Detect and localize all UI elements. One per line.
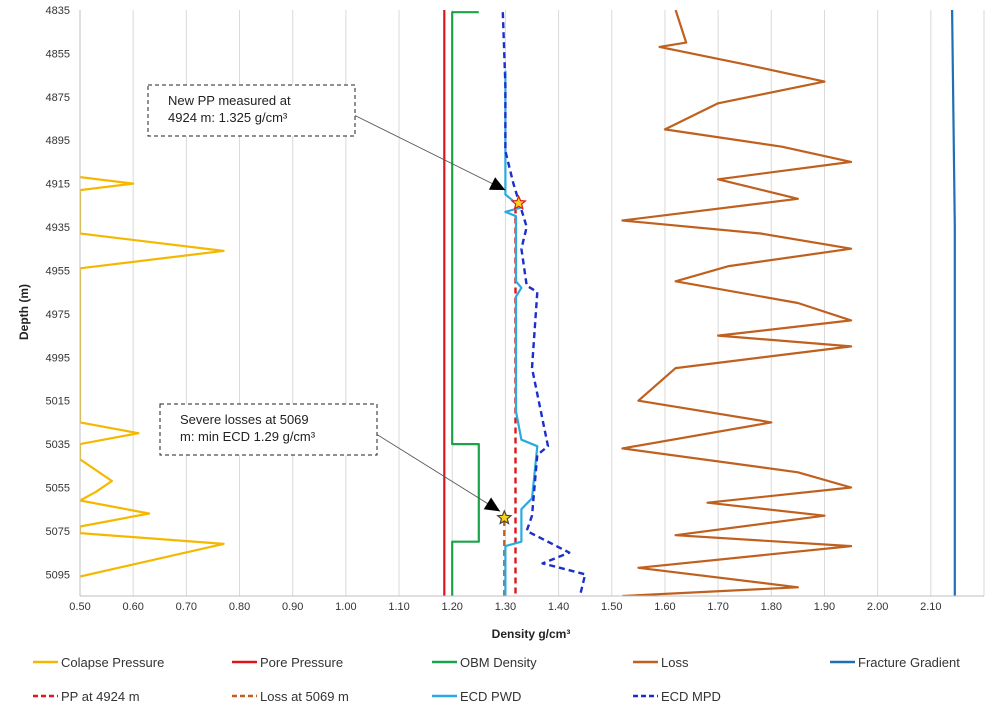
annotation-severe-losses-box [159, 403, 378, 456]
legend-label: ECD PWD [460, 689, 521, 704]
x-tick-label: 1.10 [388, 601, 409, 613]
legend-item-obm-density: OBM Density [432, 655, 537, 670]
annotation-severe-losses-line-1: Severe losses at 5069 [180, 412, 309, 427]
annotation-new-pp-line-2: 4924 m: 1.325 g/cm³ [168, 110, 288, 125]
legend-item-ecd-mpd: ECD MPD [633, 689, 721, 704]
marker-group [496, 194, 527, 525]
x-tick-label: 2.00 [867, 601, 888, 613]
y-axis-title: Depth (m) [17, 284, 31, 340]
x-tick-label: 1.30 [495, 601, 516, 613]
x-tick-label: 1.80 [761, 601, 782, 613]
legend-label: Colapse Pressure [61, 655, 164, 670]
series-fracture-gradient-line [951, 10, 956, 596]
series-obm-density-line [451, 11, 480, 596]
y-tick-label: 5075 [46, 526, 70, 538]
x-tick-label: 1.00 [335, 601, 356, 613]
annotation-group: New PP measured at 4924 m: 1.325 g/cm³ Sev… [147, 84, 506, 512]
annotation-severe-losses-line-2: m: min ECD 1.29 g/cm³ [180, 429, 316, 444]
x-axis-title: Density g/cm³ [492, 627, 571, 641]
x-tick-label: 2.10 [920, 601, 941, 613]
y-tick-label: 4935 [46, 222, 70, 234]
legend: Colapse Pressure Pore Pressure OBM Density… [33, 655, 960, 704]
annotation-severe-losses: Severe losses at 5069 m: min ECD 1.29 g/c… [159, 403, 501, 512]
legend-label: Loss at 5069 m [260, 689, 349, 704]
y-tick-label: 4955 [46, 265, 70, 277]
x-tick-label: 0.60 [122, 601, 143, 613]
y-tick-label: 4875 [46, 92, 70, 104]
legend-label: PP at 4924 m [61, 689, 140, 704]
axes-group: 0.50 0.60 0.70 0.80 0.90 1.00 1.10 1.20 1.30 1.40… [46, 5, 984, 613]
x-tick-label: 1.20 [442, 601, 463, 613]
x-tick-label: 0.90 [282, 601, 303, 613]
x-tick-label: 1.60 [654, 601, 675, 613]
annotation-severe-losses-leader [376, 434, 501, 512]
legend-item-colapse-pressure: Colapse Pressure [33, 655, 164, 670]
annotation-new-pp-arrowhead [488, 177, 506, 191]
x-tick-label: 0.80 [229, 601, 250, 613]
legend-item-loss-at-5069-m: Loss at 5069 m [232, 689, 349, 704]
annotation-new-pp-line-1: New PP measured at [168, 93, 291, 108]
x-tick-label: 1.50 [601, 601, 622, 613]
star-loss-5069-marker [496, 509, 513, 525]
legend-item-loss: Loss [633, 655, 689, 670]
y-tick-label: 5095 [46, 569, 70, 581]
x-tick-label: 0.50 [69, 601, 90, 613]
y-tick-label: 5055 [46, 482, 70, 494]
annotation-new-pp: New PP measured at 4924 m: 1.325 g/cm³ [147, 84, 506, 191]
annotation-severe-losses-arrowhead [483, 497, 501, 512]
legend-label: Pore Pressure [260, 655, 343, 670]
y-tick-label: 4835 [46, 5, 70, 17]
legend-item-ecd-pwd: ECD PWD [432, 689, 521, 704]
y-tick-label: 4855 [46, 48, 70, 60]
y-tick-label: 4975 [46, 309, 70, 321]
y-tick-label: 5035 [46, 439, 70, 451]
y-tick-label: 4915 [46, 179, 70, 191]
legend-label: Loss [661, 655, 689, 670]
x-tick-label: 1.90 [814, 601, 835, 613]
annotation-new-pp-box [147, 84, 356, 137]
series-loss-line [621, 10, 853, 596]
x-tick-label: 1.40 [548, 601, 569, 613]
y-tick-label: 4895 [46, 135, 70, 147]
legend-label: Fracture Gradient [858, 655, 960, 670]
series-group [80, 10, 956, 596]
legend-item-pp-at-4924-m: PP at 4924 m [33, 689, 140, 704]
legend-label: ECD MPD [661, 689, 721, 704]
legend-label: OBM Density [460, 655, 537, 670]
y-tick-label: 4995 [46, 352, 70, 364]
legend-item-fracture-gradient: Fracture Gradient [830, 655, 960, 670]
star-pp-4924-marker [510, 194, 527, 211]
series-colapse-pressure-line [80, 176, 225, 578]
legend-item-pore-pressure: Pore Pressure [232, 655, 343, 670]
x-tick-label: 1.70 [707, 601, 728, 613]
x-tick-label: 0.70 [176, 601, 197, 613]
annotation-new-pp-leader [354, 115, 506, 191]
y-tick-label: 5015 [46, 396, 70, 408]
